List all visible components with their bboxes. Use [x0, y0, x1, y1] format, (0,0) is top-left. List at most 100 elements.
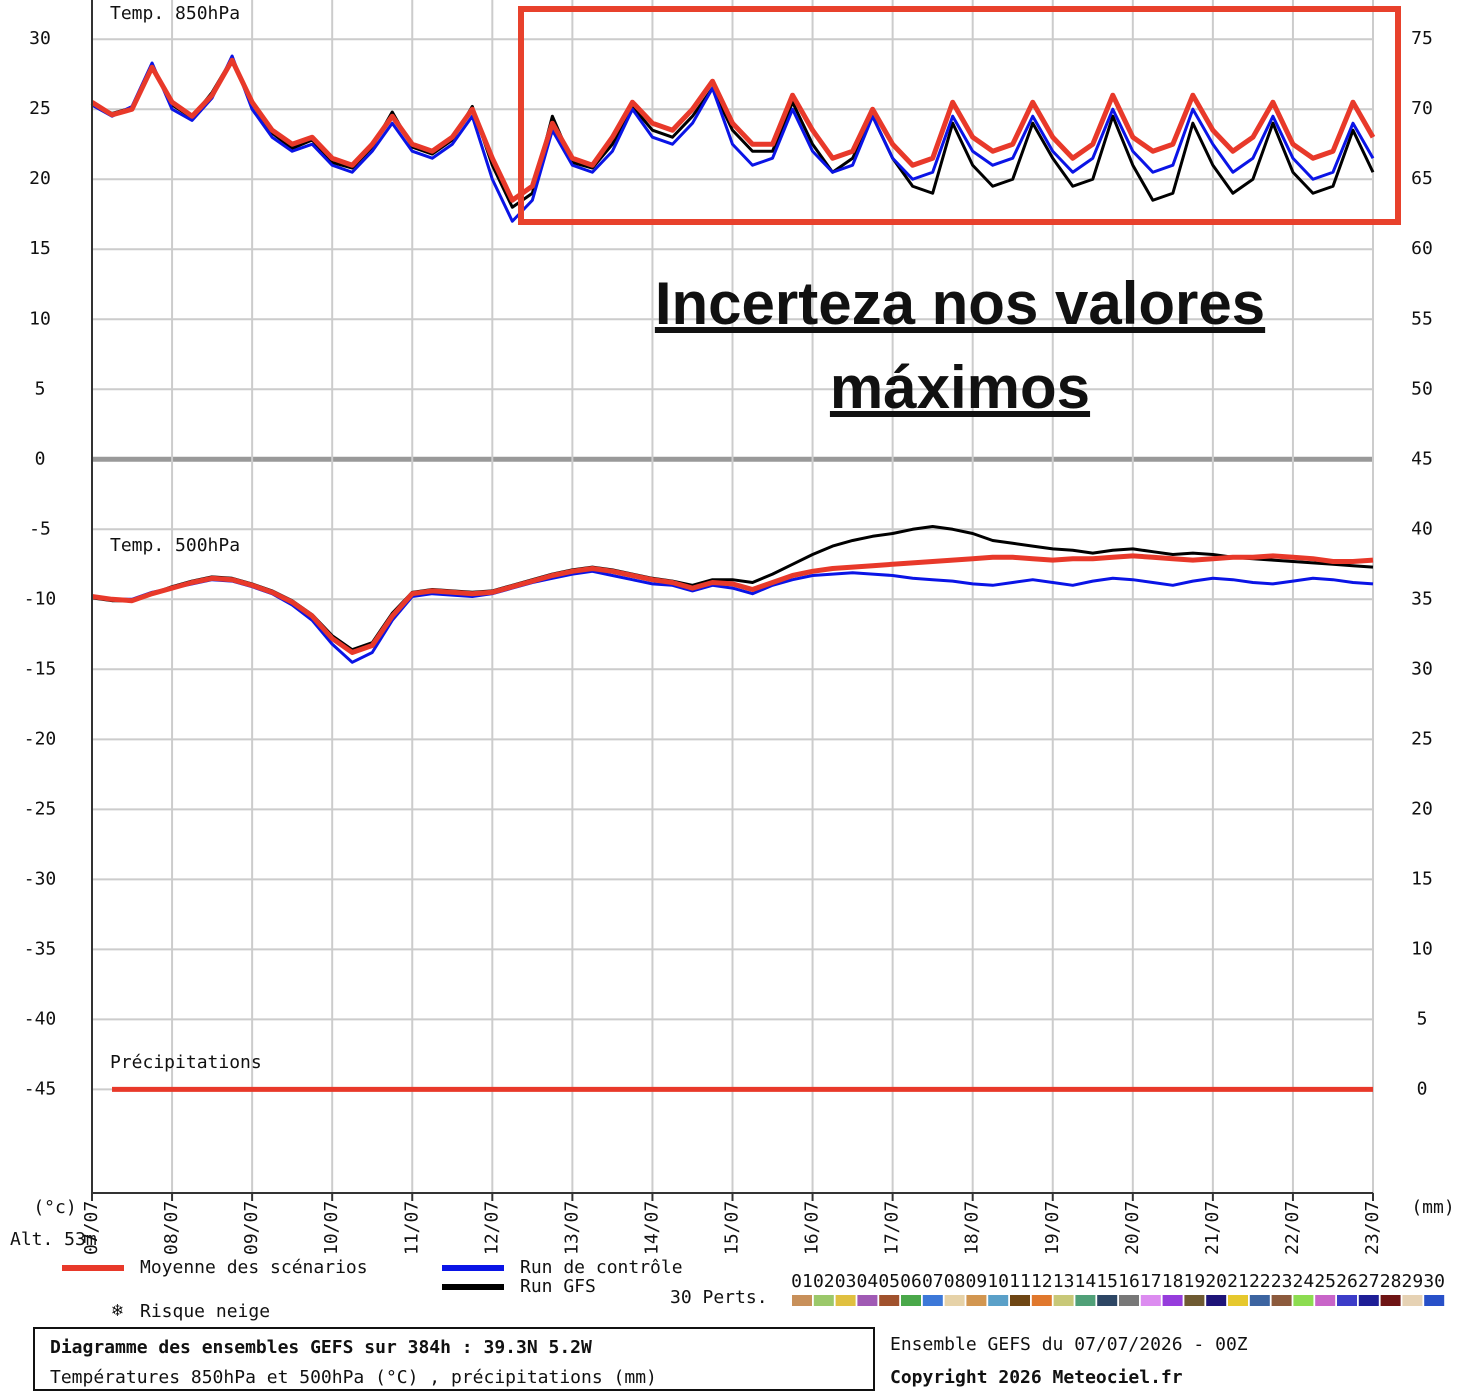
pert-swatch [1315, 1295, 1336, 1306]
y2-tick-label: 40 [1411, 518, 1433, 539]
x-tick-label: 18/07 [962, 1201, 983, 1255]
snow-icon: ❄ [112, 1300, 123, 1321]
pert-swatch [1097, 1295, 1118, 1306]
y-tick-label: -30 [24, 868, 57, 889]
y2-tick-label: 70 [1411, 98, 1433, 119]
pert-label: 25 [1314, 1271, 1336, 1292]
series-line [91, 553, 1374, 656]
y-tick-label: 15 [29, 238, 51, 259]
pert-label: 01 [791, 1271, 813, 1292]
y-tick-label: -20 [24, 728, 57, 749]
y-tick-label: 5 [35, 378, 46, 399]
y2-tick-label: 50 [1411, 378, 1433, 399]
x-tick-label: 07/07 [81, 1201, 102, 1255]
footer-subtitle: Températures 850hPa et 500hPa (°C) , pré… [50, 1367, 657, 1388]
x-tick-label: 16/07 [802, 1201, 823, 1255]
pert-swatch [813, 1295, 834, 1306]
pert-label: 03 [835, 1271, 857, 1292]
pert-swatch [966, 1295, 987, 1306]
y-tick-label: 10 [29, 308, 51, 329]
pert-label: 15 [1096, 1271, 1118, 1292]
pert-label: 04 [857, 1271, 879, 1292]
pert-swatch [857, 1295, 878, 1306]
pert-label: 29 [1402, 1271, 1424, 1292]
series-line [91, 569, 1374, 664]
pert-label: 07 [922, 1271, 944, 1292]
y2-tick-label: 75 [1411, 28, 1433, 49]
pert-swatch [835, 1295, 856, 1306]
x-tick-label: 09/07 [241, 1201, 262, 1255]
pert-label: 18 [1162, 1271, 1184, 1292]
x-tick-label: 15/07 [722, 1201, 743, 1255]
pert-swatch [988, 1295, 1009, 1306]
y-unit: (°c) [33, 1197, 76, 1218]
run-info: Ensemble GEFS du 07/07/2026 - 00Z [890, 1334, 1248, 1355]
pert-label: 28 [1380, 1271, 1402, 1292]
pert-swatch [1053, 1295, 1074, 1306]
pert-swatch [792, 1295, 812, 1306]
y2-tick-label: 65 [1411, 168, 1433, 189]
pert-label: 16 [1118, 1271, 1140, 1292]
x-tick-label: 21/07 [1202, 1201, 1223, 1255]
y2-tick-label: 15 [1411, 868, 1433, 889]
pert-label: 09 [966, 1271, 988, 1292]
pert-swatch [1358, 1295, 1379, 1306]
annotation: Incerteza nos valores máximos [654, 270, 1266, 421]
pert-label: 02 [813, 1271, 835, 1292]
lines [90, 54, 1376, 1092]
legend-label: Run GFS [520, 1276, 596, 1297]
pert-label: 24 [1293, 1271, 1315, 1292]
pert-swatch [944, 1295, 965, 1306]
y-tick-label: 0 [35, 448, 46, 469]
y2-tick-label: 35 [1411, 588, 1433, 609]
pert-label: 14 [1075, 1271, 1097, 1292]
pert-swatch [1228, 1295, 1248, 1306]
y-tick-label: -45 [24, 1078, 57, 1099]
pert-label: 17 [1140, 1271, 1162, 1292]
pert-label: 21 [1227, 1271, 1249, 1292]
series-line [91, 57, 1375, 209]
y2-tick-label: 60 [1411, 238, 1433, 259]
pert-label: 30 [1423, 1271, 1445, 1292]
pert-swatch [1337, 1295, 1357, 1306]
pert-swatch [1010, 1295, 1030, 1306]
x-tick-label: 20/07 [1122, 1201, 1143, 1255]
y-tick-label: -5 [29, 518, 51, 539]
pert-swatch [1293, 1295, 1314, 1306]
pert-label: 06 [900, 1271, 922, 1292]
pert-label: 26 [1336, 1271, 1358, 1292]
y-tick-label: -40 [24, 1008, 57, 1029]
y-tick-label: 25 [29, 98, 51, 119]
pert-label: 19 [1184, 1271, 1206, 1292]
pert-swatch [879, 1295, 900, 1306]
pert-label: 11 [1009, 1271, 1031, 1292]
y-tick-label: -15 [24, 658, 57, 679]
x-tick-label: 08/07 [161, 1201, 182, 1255]
pert-label: 12 [1031, 1271, 1053, 1292]
panel-label: Temp. 850hPa [110, 3, 240, 24]
altitude: Alt. 53m [10, 1229, 97, 1250]
x-tick-label: 12/07 [481, 1201, 502, 1255]
x-tick-label: 22/07 [1282, 1201, 1303, 1255]
footer-title: Diagramme des ensembles GEFS sur 384h : … [50, 1337, 592, 1358]
x-tick-label: 10/07 [321, 1201, 342, 1255]
pert-swatch [1249, 1295, 1270, 1306]
legend-label: 30 Perts. [670, 1287, 768, 1308]
x-tick-label: 13/07 [561, 1201, 582, 1255]
pert-label: 08 [944, 1271, 966, 1292]
copyright: Copyright 2026 Meteociel.fr [890, 1367, 1183, 1388]
y-tick-label: -35 [24, 938, 57, 959]
pert-swatch [1162, 1295, 1183, 1306]
x-tick-label: 23/07 [1362, 1201, 1383, 1255]
footer-box [33, 1327, 875, 1391]
grid [91, 0, 1374, 1193]
y2-tick-label: 30 [1411, 658, 1433, 679]
x-tick-label: 11/07 [401, 1201, 422, 1255]
y2-tick-label: 25 [1411, 728, 1433, 749]
y-tick-label: 20 [29, 168, 51, 189]
pert-swatch [1075, 1295, 1096, 1306]
pert-label: 27 [1358, 1271, 1380, 1292]
x-tick-label: 14/07 [641, 1201, 662, 1255]
